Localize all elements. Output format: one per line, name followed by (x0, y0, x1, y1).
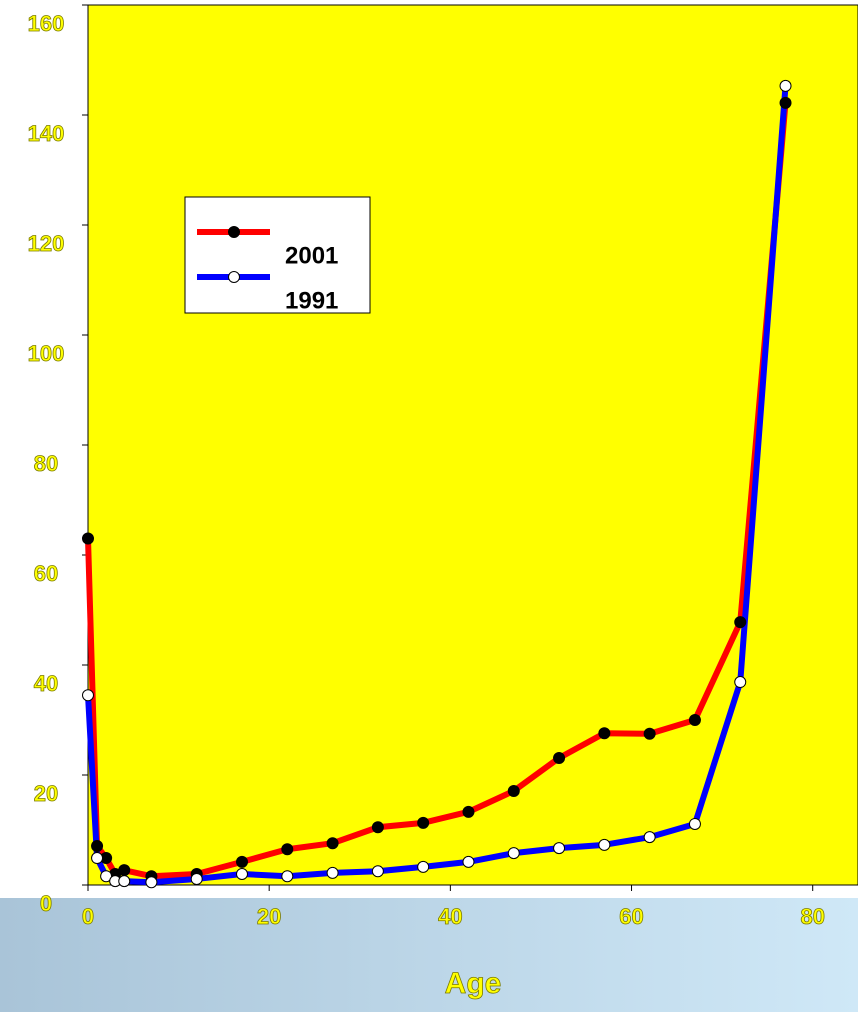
x-tick-label: 60 (619, 904, 643, 929)
point (779, 79, 792, 92)
point (417, 816, 430, 829)
y-tick-label: 80 (34, 451, 58, 476)
point (326, 866, 339, 879)
x-tick-label: 40 (438, 904, 462, 929)
point (281, 843, 294, 856)
y-tick-label: 0 (40, 891, 52, 916)
legend-label: 1991 (285, 287, 338, 314)
point (643, 727, 656, 740)
y-tick-label: 60 (34, 561, 58, 586)
point (598, 838, 611, 851)
point (734, 676, 747, 689)
y-tick-label: 160 (28, 11, 65, 36)
point (82, 532, 94, 545)
point (507, 847, 520, 860)
legend-marker (228, 226, 240, 238)
point (100, 870, 113, 883)
point (118, 875, 131, 888)
point (190, 872, 203, 885)
x-tick-label: 80 (800, 904, 824, 929)
point (145, 876, 158, 889)
plot-area (87, 4, 858, 886)
point (371, 821, 384, 834)
point (91, 852, 104, 865)
point (281, 870, 294, 883)
point (236, 855, 248, 868)
y-tick-label: 100 (28, 341, 65, 366)
point (553, 751, 566, 764)
point (326, 837, 339, 850)
point (236, 868, 248, 880)
point (462, 855, 475, 868)
legend-box (184, 196, 371, 314)
point (417, 860, 430, 873)
y-tick-label: 40 (34, 671, 58, 696)
y-tick-label: 140 (28, 121, 65, 146)
point (734, 616, 747, 629)
point (371, 865, 384, 878)
point (82, 689, 94, 702)
y-tick-label: 120 (28, 231, 65, 256)
x-tick-label: 0 (82, 904, 94, 929)
point (688, 714, 701, 726)
point (688, 817, 701, 830)
legend: 2001 1991 (184, 196, 371, 314)
point (643, 831, 656, 844)
y-tick-label: 20 (34, 781, 58, 806)
footer-band (0, 898, 858, 1012)
point (91, 839, 104, 852)
legend-label: 2001 (285, 242, 338, 269)
x-axis-label: Age (445, 967, 502, 1000)
legend-marker (228, 271, 240, 283)
point (553, 842, 566, 855)
point (779, 96, 792, 109)
point (598, 727, 611, 740)
point (462, 805, 475, 818)
point (507, 784, 520, 797)
point (118, 864, 131, 877)
x-tick-label: 20 (257, 904, 281, 929)
